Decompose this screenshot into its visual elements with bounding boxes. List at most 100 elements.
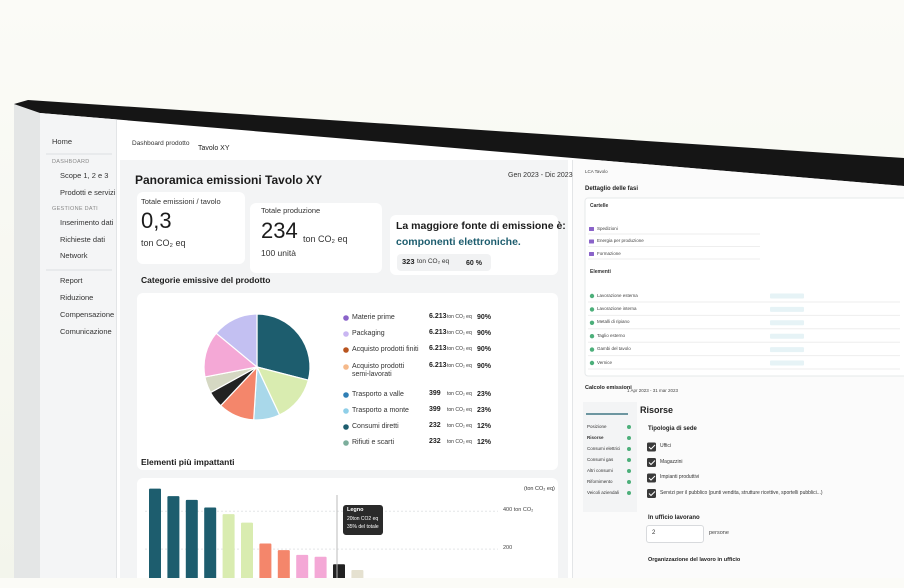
card-value: 0,3 <box>141 208 172 233</box>
bar <box>351 569 364 578</box>
table-cell: Vernice <box>597 359 613 365</box>
table-cell: Formazione <box>597 250 621 256</box>
check <box>627 447 631 451</box>
y-tick-label: 200 <box>503 545 513 552</box>
breadcrumb: Dashboard prodotto <box>132 140 190 147</box>
legend-value: 6.213 <box>429 313 447 320</box>
menu-item[interactable]: Altri consumi <box>587 467 613 473</box>
table-title: Elementi <box>590 269 611 275</box>
pill-unit: ton CO₂ eq <box>417 258 450 265</box>
legend-dot <box>343 315 349 321</box>
section-title: Elementi più impattanti <box>141 457 235 467</box>
pill-value: 323 <box>402 257 415 266</box>
table-cell: Spedizioni <box>597 225 618 231</box>
bar <box>241 522 253 578</box>
checkbox <box>647 473 656 483</box>
checkbox-label[interactable]: Servizi per il pubblico (punti vendita, … <box>660 489 823 496</box>
input-unit: persone <box>709 530 729 536</box>
card-text: La maggiore fonte di emissione è: <box>396 220 566 232</box>
panel-title: Dettaglio delle fasi <box>585 186 639 192</box>
card-unit: ton CO₂ eq <box>303 234 348 244</box>
bar <box>277 550 290 578</box>
table-cell: Taglio esterno <box>597 332 626 338</box>
bar <box>333 564 345 578</box>
legend-dot <box>343 408 349 414</box>
legend-unit: ton CO₂ eq <box>447 363 472 369</box>
legend-unit: ton CO₂ eq <box>447 391 472 397</box>
legend-name: Packaging <box>352 330 385 337</box>
tag <box>770 306 804 312</box>
legend-value: 6.213 <box>429 362 447 369</box>
checkbox <box>647 489 656 498</box>
legend-name: Rifiuti e scarti <box>352 439 395 446</box>
element-icon <box>589 360 595 366</box>
legend-dot <box>343 331 349 337</box>
nav-item[interactable]: Home <box>52 137 73 146</box>
card-unit: ton CO₂ eq <box>141 238 186 248</box>
tag <box>770 293 804 299</box>
checkmark <box>648 491 656 497</box>
bar <box>185 499 198 578</box>
y-tick-label: 400 ton CO₂ <box>503 507 534 514</box>
check <box>627 480 631 484</box>
legend-share: 12% <box>477 439 492 446</box>
check <box>627 469 631 473</box>
pill <box>397 254 491 271</box>
menu-item[interactable]: Posizione <box>587 423 607 429</box>
nav-item[interactable]: Inserimento dati <box>60 218 114 227</box>
pie-slice <box>215 313 258 369</box>
checkbox-label[interactable]: Impianti produttivi <box>660 474 700 480</box>
check <box>627 491 631 495</box>
legend-share: 12% <box>477 423 492 430</box>
folder-icon <box>589 227 594 231</box>
nav-item[interactable]: Richieste dati <box>60 234 106 244</box>
nav-item[interactable]: Scope 1, 2 e 3 <box>60 171 109 180</box>
bar <box>222 514 235 578</box>
checkbox-label[interactable]: Magazzini <box>660 458 683 465</box>
menu-item[interactable]: Veicoli aziendali <box>587 489 620 495</box>
panel-title: Calcolo emissioni <box>585 385 632 391</box>
element-icon <box>589 334 595 339</box>
table-title: Cartelle <box>590 203 609 209</box>
folder-icon <box>589 239 594 244</box>
nav-item[interactable]: Comunicazione <box>60 327 112 336</box>
checkbox <box>647 442 656 452</box>
tooltip-share: 35% del totale <box>347 524 379 530</box>
check <box>627 425 631 429</box>
axis-unit: (ton CO₂ eq) <box>524 486 555 492</box>
checkbox-label[interactable]: Uffici <box>660 443 672 449</box>
nav-item[interactable]: Riduzione <box>60 293 94 302</box>
legend-unit: ton CO₂ eq <box>447 330 472 336</box>
nav-section: DASHBOARD <box>52 159 90 165</box>
menu-item[interactable]: Risorse <box>587 434 604 440</box>
nav-item[interactable]: Compensazione <box>60 310 115 319</box>
legend-value: 232 <box>429 422 441 429</box>
nav-item[interactable]: Report <box>60 276 83 285</box>
menu-item[interactable]: Consumi gas <box>587 456 614 462</box>
legend-share: 23% <box>477 407 492 414</box>
input[interactable] <box>646 525 704 543</box>
nav-item[interactable]: Network <box>60 251 88 260</box>
section-title: Risorse <box>640 405 674 415</box>
card-label: Totale produzione <box>261 206 321 215</box>
legend-unit: ton CO₂ eq <box>447 439 472 445</box>
pie-slice <box>256 313 311 381</box>
tag <box>770 320 804 326</box>
nav-item[interactable]: Prodotti e servizi <box>60 187 116 197</box>
field-label: Tipologia di sede <box>648 426 697 432</box>
legend-unit: ton CO₂ eq <box>447 314 472 320</box>
selector[interactable]: Tavolo XY <box>198 145 230 152</box>
checkmark <box>648 460 656 466</box>
legend-value: 232 <box>429 438 441 445</box>
tag <box>770 347 804 353</box>
pill-share: 60 % <box>466 260 482 267</box>
section-title: Categorie emissive del prodotto <box>141 275 271 285</box>
legend-unit: ton CO₂ eq <box>447 423 472 429</box>
breadcrumb: LCA Tavolo <box>585 169 608 174</box>
menu-item[interactable]: Rifornimento <box>587 478 613 484</box>
legend-dot <box>343 392 349 398</box>
menu-item[interactable]: Consumi elettrici <box>587 445 621 451</box>
bar <box>167 496 180 578</box>
